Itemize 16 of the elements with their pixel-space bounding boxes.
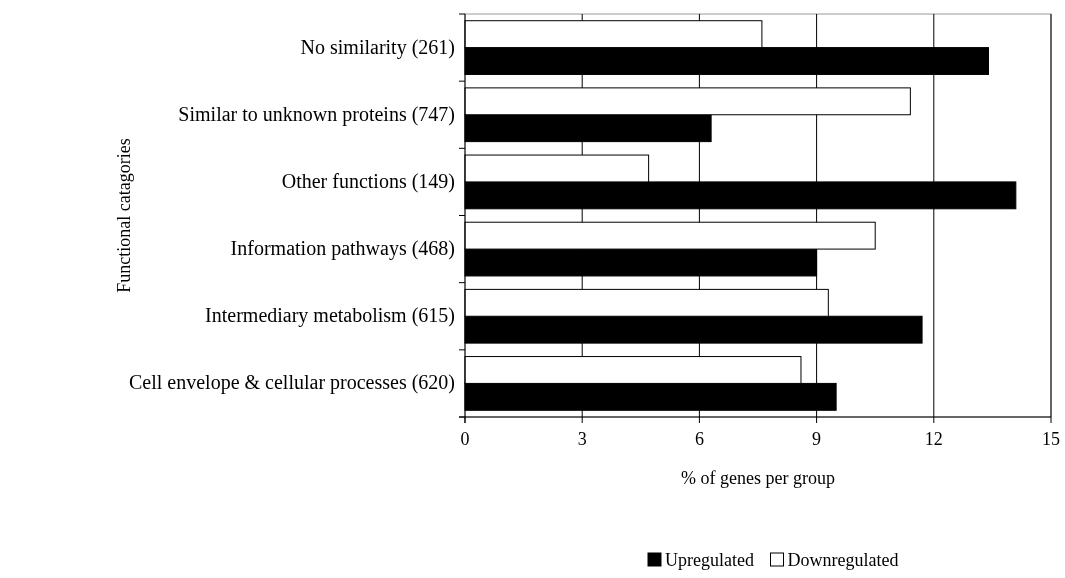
x-tick-label: 9 bbox=[812, 429, 822, 449]
x-tick-label: 12 bbox=[924, 429, 943, 449]
x-axis-title: % of genes per group bbox=[681, 468, 835, 488]
legend-label: Downregulated bbox=[787, 550, 899, 570]
y-tick-label: No similarity (261) bbox=[300, 35, 455, 59]
x-tick-label: 3 bbox=[577, 429, 587, 449]
x-tick-label: 0 bbox=[460, 429, 470, 449]
y-axis-title: Functional catagories bbox=[114, 138, 134, 293]
y-tick-label: Intermediary metabolism (615) bbox=[205, 304, 455, 328]
y-tick-label: Information pathways (468) bbox=[230, 237, 455, 261]
x-tick-label: 15 bbox=[1042, 429, 1060, 449]
legend-label: Upregulated bbox=[665, 550, 754, 570]
x-tick-label: 6 bbox=[694, 429, 704, 449]
y-tick-label: Similar to unknown proteins (747) bbox=[178, 102, 455, 126]
y-tick-label: Other functions (149) bbox=[281, 169, 455, 193]
y-tick-label: Cell envelope & cellular processes (620) bbox=[129, 371, 455, 395]
